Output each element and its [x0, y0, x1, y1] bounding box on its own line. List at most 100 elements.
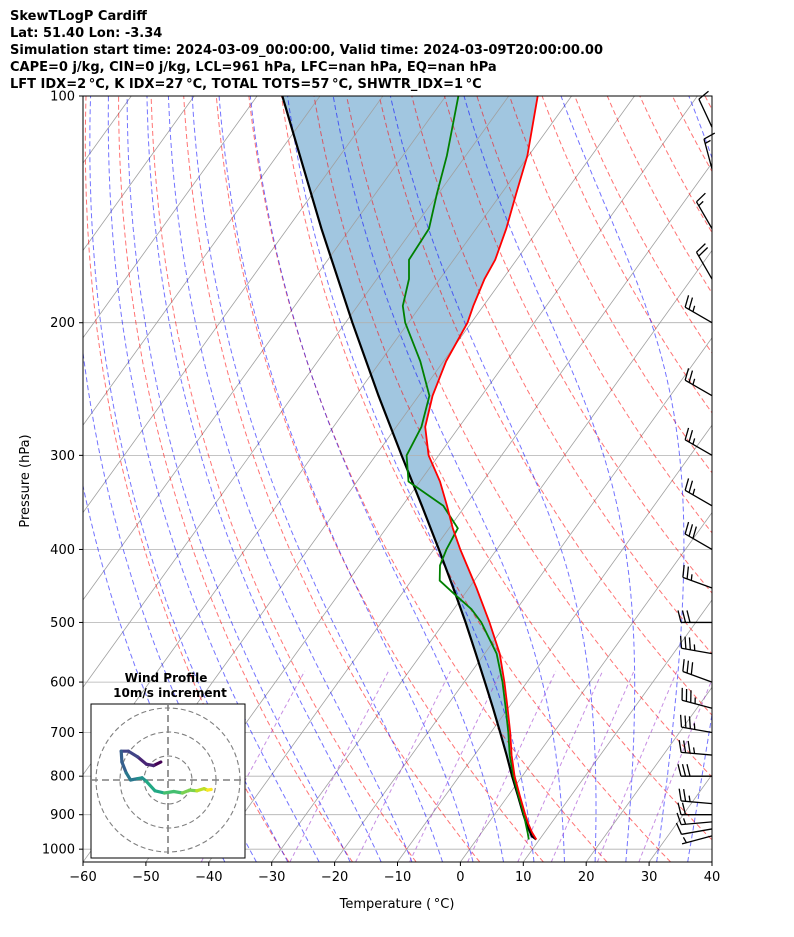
y-tick-label: 900 — [50, 808, 75, 823]
axes: −60 −50 −40 −30 −20 −10 0 10 20 30 40 100 200 300 400 5… — [42, 90, 720, 886]
wind-barb — [677, 802, 712, 816]
y-tick-label: 800 — [50, 770, 75, 785]
wind-barb — [678, 788, 713, 805]
dry-adiabat-100 — [508, 96, 712, 474]
isotherm--30 — [271, 249, 712, 862]
wind-barb — [695, 192, 713, 229]
y-tick-label: 400 — [50, 543, 75, 558]
moist-adiabat--25 — [107, 96, 320, 862]
dry-adiabat-170 — [701, 23, 794, 862]
mixing-ratio-24 — [638, 678, 712, 862]
hodograph-segment — [120, 760, 128, 775]
x-tick-label: −50 — [132, 870, 159, 885]
wind-barb — [676, 812, 713, 826]
moist-adiabat-0 — [218, 96, 474, 862]
dry-adiabat-60 — [378, 96, 712, 716]
isotherm--100 — [83, 96, 384, 514]
mixing-ratio-7 — [517, 670, 604, 862]
cape-cin-area — [282, 96, 538, 837]
x-tick-label: −30 — [258, 870, 285, 885]
isotherm-40 — [711, 861, 712, 862]
isotherm--160 — [0, 96, 6, 862]
wind-barb — [682, 659, 713, 683]
x-tick-label: 30 — [641, 870, 658, 885]
cape-fill-layer — [282, 96, 538, 837]
hodograph-segment — [144, 779, 157, 793]
isotherm--150 — [0, 96, 68, 862]
wind-barb — [675, 822, 713, 835]
x-tick-label: −20 — [321, 870, 348, 885]
hodograph-subtitle: 10m/s increment — [113, 686, 227, 700]
hodograph-segment — [119, 749, 124, 764]
moist-adiabat-10 — [287, 96, 535, 862]
x-tick-label: −10 — [384, 870, 411, 885]
dry-adiabat-40 — [313, 96, 712, 841]
index-line: LFT IDX=2 °C, K IDX=27 °C, TOTAL TOTS=57… — [10, 77, 482, 92]
mixing-ratio-10 — [550, 670, 635, 862]
moist-adiabat-40 — [719, 96, 794, 862]
moist-adiabat--20 — [126, 96, 351, 862]
moist-adiabat-20 — [389, 96, 597, 862]
time-line: Simulation start time: 2024-03-09_00:00:… — [10, 43, 603, 58]
x-tick-label: −60 — [69, 870, 96, 885]
moist-adiabat-30 — [560, 96, 685, 862]
dry-adiabat--10 — [150, 96, 417, 862]
mixing-ratio-1 — [355, 670, 451, 862]
chart-header: SkewTLogP Cardiff Lat: 51.40 Lon: -3.34 … — [10, 8, 790, 93]
temperature-line — [424, 96, 539, 840]
hodograph-segment — [126, 749, 140, 759]
moist-adiabat--10 — [167, 96, 413, 862]
hodograph-inset — [90, 703, 246, 859]
wind-barb — [684, 368, 713, 397]
wind-barb — [681, 835, 713, 845]
mixing-ratio-0.4 — [289, 670, 390, 862]
isotherm-20 — [585, 686, 712, 862]
wind-barb — [684, 521, 713, 551]
isotherm-0 — [460, 511, 712, 862]
dry-adiabat-190 — [762, 23, 794, 862]
moist-adiabat--5 — [191, 96, 444, 862]
isotherm--130 — [83, 96, 195, 252]
dry-adiabat--30 — [84, 96, 290, 862]
hodograph-title: Wind Profile — [125, 671, 208, 685]
moist-adiabat-25 — [463, 96, 636, 862]
profile-lines — [281, 96, 539, 841]
y-tick-label: 700 — [50, 726, 75, 741]
wind-barb — [681, 687, 713, 709]
dry-adiabat-90 — [476, 96, 712, 534]
wind-barb — [684, 427, 713, 456]
isotherm-10 — [522, 599, 712, 862]
dry-adiabat-110 — [541, 96, 712, 414]
wind-barb — [679, 635, 713, 655]
isotherm--120 — [83, 96, 258, 339]
cape-line: CAPE=0 j/kg, CIN=0 j/kg, LCL=961 hPa, LF… — [10, 60, 497, 75]
dry-adiabat-180 — [732, 23, 794, 862]
x-tick-label: 10 — [515, 870, 532, 885]
dry-adiabat-20 — [248, 96, 608, 862]
isotherm--80 — [83, 96, 510, 688]
dewpoint-line — [401, 96, 530, 840]
y-tick-label: 1000 — [42, 843, 75, 858]
dry-adiabat--20 — [118, 96, 353, 862]
isotherm--40 — [208, 162, 712, 862]
hodograph-segment — [136, 755, 148, 766]
mixing-ratio-16 — [596, 670, 678, 862]
wind-barb — [703, 132, 716, 170]
x-tick-label: 0 — [456, 870, 464, 885]
location-line: Lat: 51.40 Lon: -3.34 — [10, 26, 163, 41]
isotherm-50 — [775, 96, 794, 862]
dry-adiabat-50 — [346, 96, 712, 778]
dry-adiabat-0 — [183, 96, 481, 862]
chart-title: SkewTLogP Cardiff — [10, 9, 147, 24]
x-axis-label: Temperature ( °C) — [339, 897, 455, 912]
x-tick-label: −40 — [195, 870, 222, 885]
wind-barb — [679, 714, 713, 734]
wind-barb — [684, 478, 713, 507]
moist-adiabat-15 — [332, 96, 565, 862]
hodograph-segment — [153, 789, 166, 795]
wind-barb — [695, 243, 713, 280]
y-tick-label: 500 — [50, 616, 75, 631]
y-tick-label: 100 — [50, 90, 75, 105]
adiabat-lines — [83, 23, 794, 862]
x-tick-label: 20 — [578, 870, 595, 885]
